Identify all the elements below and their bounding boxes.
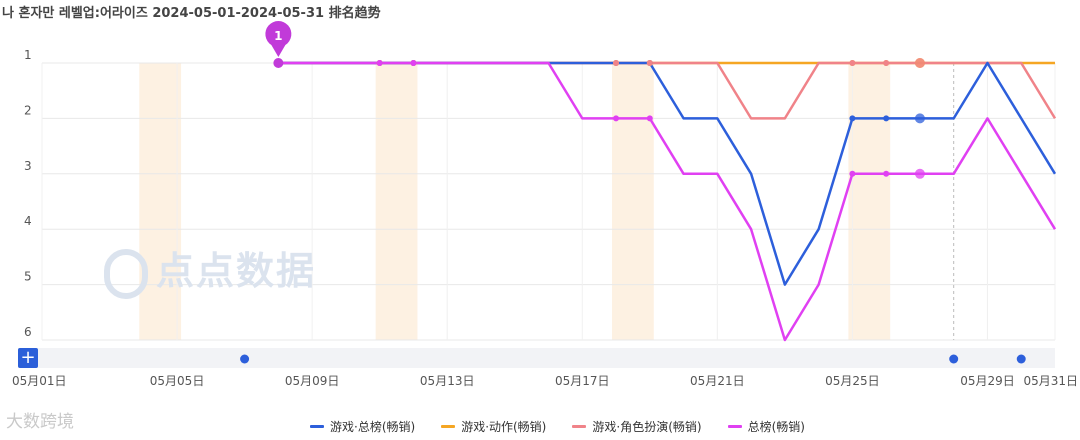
- legend-label: 总榜(畅销): [747, 420, 805, 434]
- x-tick-label: 05月01日: [12, 374, 67, 388]
- series-point: [376, 60, 383, 66]
- x-tick-label: 05月09日: [285, 374, 340, 388]
- x-tick-label: 05月05日: [150, 374, 205, 388]
- legend-item[interactable]: 游戏·动作(畅销): [441, 418, 546, 435]
- marker-label: 1: [274, 29, 282, 43]
- y-tick-label: 4: [24, 214, 32, 228]
- legend: 游戏·总榜(畅销) 游戏·动作(畅销) 游戏·角色扮演(畅销) 总榜(畅销): [310, 418, 805, 435]
- timeline-dot: [949, 354, 959, 364]
- x-tick-label: 05月25日: [825, 374, 880, 388]
- marker-point: [273, 58, 284, 68]
- watermark: 点点数据: [104, 240, 316, 299]
- watermark-text: 点点数据: [156, 249, 317, 293]
- marker-pin-icon: [265, 21, 292, 57]
- legend-label: 游戏·动作(畅销): [461, 420, 547, 434]
- weekend-band: [848, 63, 891, 340]
- legend-swatch: [727, 425, 742, 428]
- weekend-band: [375, 63, 418, 340]
- series-point: [914, 113, 925, 124]
- x-tick-label: 05月13日: [420, 374, 475, 388]
- series-point: [883, 115, 890, 122]
- series-point: [883, 60, 890, 66]
- series-point: [646, 60, 653, 66]
- weekend-band: [139, 63, 182, 340]
- series-point: [849, 60, 856, 66]
- legend-swatch: [441, 425, 456, 428]
- timeline-strip: [18, 348, 1055, 368]
- x-tick-label: 05月29日: [960, 374, 1015, 388]
- x-tick-label: 05月31日: [1023, 374, 1078, 388]
- legend-item[interactable]: 游戏·角色扮演(畅销): [572, 418, 702, 435]
- legend-label: 游戏·角色扮演(畅销): [592, 420, 702, 434]
- series-point: [849, 170, 856, 177]
- timeline-dot: [240, 354, 250, 364]
- series-line: [278, 61, 1057, 342]
- y-tick-label: 1: [24, 48, 32, 62]
- brand-text: 大数跨境: [6, 412, 74, 432]
- chart-area: 1 2 3 4 5 6 05月01日 05月05日 05月09日 05月13日 05月17日 05月…: [12, 21, 1078, 388]
- legend-label: 游戏·总榜(畅销): [330, 420, 416, 434]
- legend-swatch: [572, 425, 587, 428]
- series-point: [914, 58, 925, 68]
- x-tick-label: 05月21日: [690, 374, 745, 388]
- series-point: [613, 115, 620, 122]
- y-tick-label: 3: [24, 159, 32, 173]
- y-tick-label: 2: [24, 103, 32, 117]
- legend-item[interactable]: 总榜(畅销): [727, 418, 805, 435]
- brand-logo: 大数跨境: [6, 407, 74, 432]
- timeline-dot: [1016, 354, 1026, 364]
- watermark-logo-icon: [104, 248, 148, 299]
- series-point: [646, 115, 653, 122]
- series-point: [410, 60, 417, 66]
- weekend-band: [612, 63, 654, 340]
- x-tick-label: 05月17日: [555, 374, 610, 388]
- y-tick-label: 6: [24, 325, 32, 339]
- series-point: [849, 115, 856, 122]
- legend-swatch: [310, 425, 324, 428]
- legend-item[interactable]: 游戏·总榜(畅销): [310, 418, 415, 435]
- y-tick-label: 5: [24, 270, 32, 284]
- series-point: [914, 168, 925, 179]
- series-point: [883, 170, 890, 177]
- add-button[interactable]: +: [18, 348, 38, 368]
- series-point: [613, 60, 620, 66]
- chart-title: 나 혼자만 레벨업:어라이즈 2024-05-01-2024-05-31 排名趋…: [2, 6, 381, 21]
